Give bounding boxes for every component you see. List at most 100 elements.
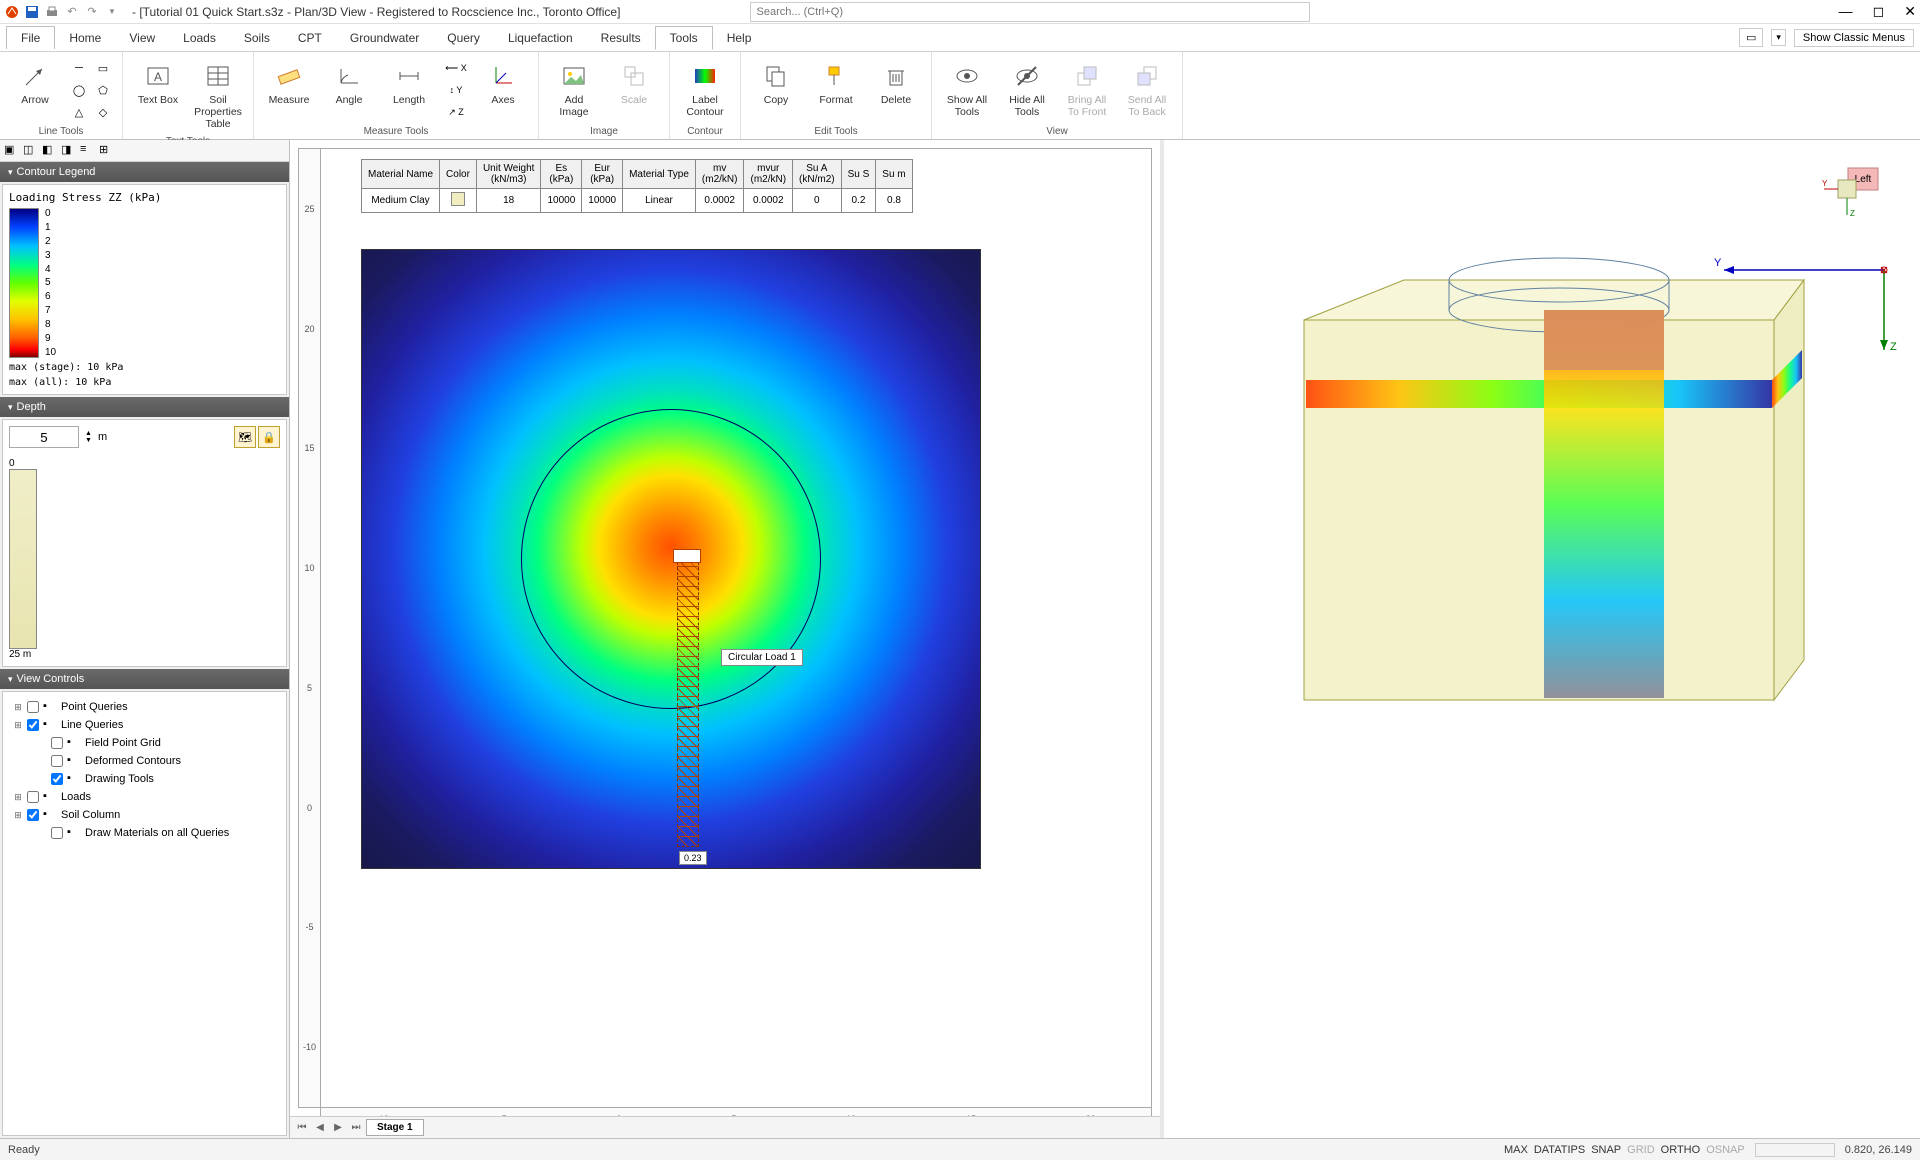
text-box-button[interactable]: AText Box [131, 56, 185, 134]
stage-last-icon[interactable]: ⏭ [348, 1122, 364, 1133]
status-toggle-snap[interactable]: SNAP [1591, 1144, 1621, 1156]
axis-gizmo[interactable]: Left Z Y [1820, 160, 1880, 220]
3d-view[interactable]: Left Z Y Y Z [1164, 140, 1920, 1138]
redo-icon[interactable]: ↷ [84, 4, 100, 20]
tree-node[interactable]: ▪Drawing Tools [9, 770, 280, 788]
sb-icon[interactable]: ◫ [23, 143, 39, 159]
angle-button[interactable]: Angle [322, 56, 376, 124]
spin-down-icon[interactable]: ▼ [85, 437, 92, 444]
axis-toggle[interactable]: ↕ Y [442, 80, 470, 100]
depth-input[interactable] [9, 426, 79, 448]
tab-groundwater[interactable]: Groundwater [336, 27, 433, 49]
tree-node[interactable]: ▪Field Point Grid [9, 734, 280, 752]
tab-query[interactable]: Query [433, 27, 494, 49]
shape-icon[interactable]: ─ [68, 58, 90, 78]
stage-prev-icon[interactable]: ◀ [312, 1122, 328, 1133]
axis-toggle[interactable]: ⟵ X [442, 58, 470, 78]
undo-icon[interactable]: ↶ [64, 4, 80, 20]
maximize-icon[interactable]: ◻ [1873, 3, 1885, 20]
shape-icon[interactable]: △ [68, 102, 90, 122]
ribbon-min-icon[interactable]: ▭ [1739, 28, 1763, 47]
search-box[interactable] [750, 2, 1310, 22]
status-toggle-osnap[interactable]: OSNAP [1706, 1144, 1745, 1156]
status-toggle-ortho[interactable]: ORTHO [1661, 1144, 1701, 1156]
query-line-hatch[interactable] [677, 557, 699, 847]
shape-icon[interactable]: ⬠ [92, 80, 114, 100]
label-contour-button[interactable]: Label Contour [678, 56, 732, 124]
tab-view[interactable]: View [115, 27, 169, 49]
measure-button[interactable]: Measure [262, 56, 316, 124]
tree-node[interactable]: ⊞▪Line Queries [9, 716, 280, 734]
status-toggle-grid[interactable]: GRID [1627, 1144, 1655, 1156]
shape-icon[interactable]: ◯ [68, 80, 90, 100]
stage-first-icon[interactable]: ⏮ [294, 1122, 310, 1133]
contour-plot[interactable]: Circular Load 1 0.23 [361, 249, 981, 869]
tree-node[interactable]: ▪Deformed Contours [9, 752, 280, 770]
show-all-button[interactable]: Show All Tools [940, 56, 994, 124]
depth-lock-icon[interactable]: 🔒 [258, 426, 280, 448]
tree-node[interactable]: ⊞▪Loads [9, 788, 280, 806]
tab-cpt[interactable]: CPT [284, 27, 336, 49]
sb-icon[interactable]: ◧ [42, 143, 58, 159]
tab-file[interactable]: File [6, 26, 55, 49]
tree-checkbox[interactable] [51, 737, 63, 749]
load-marker[interactable] [673, 549, 701, 563]
qat-dropdown-icon[interactable]: ▼ [104, 4, 120, 20]
add-image-button[interactable]: Add Image [547, 56, 601, 124]
status-toggle-datatips[interactable]: DATATIPS [1534, 1144, 1585, 1156]
tab-liquefaction[interactable]: Liquefaction [494, 27, 587, 49]
axes-button[interactable]: Axes [476, 56, 530, 124]
minimize-icon[interactable]: — [1839, 3, 1853, 20]
depth-map-icon[interactable]: 🗺 [234, 426, 256, 448]
length-button[interactable]: Length [382, 56, 436, 124]
sb-icon[interactable]: ≡ [80, 143, 96, 159]
tab-help[interactable]: Help [713, 27, 766, 49]
tab-home[interactable]: Home [55, 27, 115, 49]
tree-checkbox[interactable] [27, 809, 39, 821]
tree-icon: ▪ [67, 772, 81, 786]
show-classic-menus[interactable]: Show Classic Menus [1794, 29, 1914, 47]
spin-up-icon[interactable]: ▲ [85, 430, 92, 437]
tab-tools[interactable]: Tools [655, 26, 713, 50]
bring-front-button: Bring All To Front [1060, 56, 1114, 124]
print-icon[interactable] [44, 4, 60, 20]
panel-viewcontrols-header[interactable]: View Controls [0, 669, 289, 689]
3d-model[interactable] [1284, 260, 1784, 720]
tree-checkbox[interactable] [27, 719, 39, 731]
close-icon[interactable]: ✕ [1904, 3, 1916, 20]
tab-loads[interactable]: Loads [169, 27, 230, 49]
tree-checkbox[interactable] [51, 827, 63, 839]
tree-checkbox[interactable] [27, 791, 39, 803]
stage-tab[interactable]: Stage 1 [366, 1119, 424, 1136]
sb-icon[interactable]: ⊞ [99, 143, 115, 159]
tree-checkbox[interactable] [51, 755, 63, 767]
search-input[interactable] [750, 2, 1310, 22]
shape-icon[interactable]: ◇ [92, 102, 114, 122]
arrow-button[interactable]: Arrow [8, 56, 62, 124]
hide-all-button[interactable]: Hide All Tools [1000, 56, 1054, 124]
tree-node[interactable]: ⊞▪Soil Column [9, 806, 280, 824]
ribbon-opts-icon[interactable]: ▾ [1771, 29, 1786, 46]
tree-node[interactable]: ⊞▪Point Queries [9, 698, 280, 716]
panel-legend-header[interactable]: Contour Legend [0, 162, 289, 182]
status-toggle-max[interactable]: MAX [1504, 1144, 1528, 1156]
axis-toggle[interactable]: ↗ Z [442, 102, 470, 122]
panel-depth-header[interactable]: Depth [0, 397, 289, 417]
tree-node[interactable]: ▪Draw Materials on all Queries [9, 824, 280, 842]
sb-icon[interactable]: ▣ [4, 143, 20, 159]
delete-button[interactable]: Delete [869, 56, 923, 124]
copy-button[interactable]: Copy [749, 56, 803, 124]
format-button[interactable]: Format [809, 56, 863, 124]
shape-icon[interactable]: ▭ [92, 58, 114, 78]
tab-results[interactable]: Results [587, 27, 655, 49]
tab-soils[interactable]: Soils [230, 27, 284, 49]
plan-view[interactable]: 2520151050-5-10 Material NameColorUnit W… [290, 140, 1164, 1138]
tree-icon: ▪ [43, 790, 57, 804]
stage-next-icon[interactable]: ▶ [330, 1122, 346, 1133]
tree-checkbox[interactable] [27, 701, 39, 713]
sb-icon[interactable]: ◨ [61, 143, 77, 159]
save-icon[interactable] [24, 4, 40, 20]
soil-props-button[interactable]: Soil Properties Table [191, 56, 245, 134]
tree-checkbox[interactable] [51, 773, 63, 785]
mat-cell: 0.0002 [744, 189, 793, 213]
